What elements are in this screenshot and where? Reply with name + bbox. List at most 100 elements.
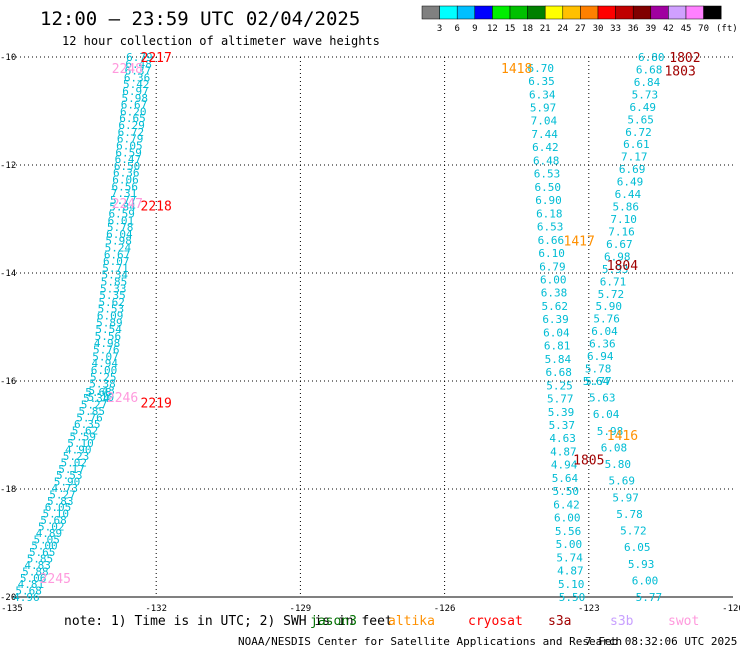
legend-cryosat: cryosat	[468, 614, 523, 629]
wave-height-value: 5.98	[597, 425, 624, 438]
wave-height-value: 5.50	[559, 591, 586, 604]
wave-height-value: 5.56	[95, 330, 122, 343]
wave-height-value: 6.04	[106, 228, 133, 241]
wave-height-value: 5.34	[83, 392, 110, 405]
pass-time-label: 2218	[141, 200, 172, 215]
scale-swatch	[509, 5, 528, 20]
pass-time-label: 1417	[564, 235, 595, 250]
wave-height-value: 7.31	[111, 187, 138, 200]
chart-subtitle: 12 hour collection of altimeter wave hei…	[62, 34, 380, 48]
pass-time-label: 2217	[141, 51, 172, 66]
wave-height-value: 5.90	[596, 300, 623, 313]
x-tick-label: -135	[1, 604, 23, 614]
wave-height-value: 6.79	[539, 260, 566, 273]
wave-height-value: 6.44	[615, 188, 642, 201]
wave-height-value: 5.86	[613, 201, 640, 214]
scale-label: 45	[681, 24, 692, 34]
wave-height-value: 6.61	[623, 138, 650, 151]
wave-height-value: 4.73	[51, 482, 78, 495]
wave-height-value: 5.53	[98, 303, 125, 316]
wave-height-value: 5.98	[105, 235, 132, 248]
wave-height-value: 6.35	[528, 75, 555, 88]
wave-height-value: 6.48	[125, 58, 152, 71]
wave-height-value: 5.23	[63, 450, 90, 463]
wave-height-value: 5.56	[555, 525, 582, 538]
y-tick-label: -14	[0, 269, 16, 279]
wave-height-value: 6.06	[112, 173, 139, 186]
scale-swatch	[562, 5, 581, 20]
legend-jason3: jason3	[310, 614, 357, 629]
wave-height-value: 5.07	[92, 350, 119, 363]
wave-height-value: 6.29	[118, 119, 145, 132]
wave-height-value: 6.68	[636, 63, 663, 76]
wave-height-value: 4.96	[13, 591, 40, 604]
wave-height-value: 5.77	[636, 591, 663, 604]
wave-height-value: 5.76	[93, 344, 120, 357]
wave-height-value: 5.76	[76, 411, 103, 424]
wave-height-value: 6.84	[634, 76, 661, 89]
pass-time-label: 2248	[112, 62, 143, 77]
wave-height-value: 6.59	[108, 207, 135, 220]
footer-note: note: 1) Time is in UTC; 2) SWH is in fe…	[64, 614, 393, 629]
x-tick-label: -120	[722, 604, 740, 614]
pass-time-label: 2219	[141, 397, 172, 412]
scale-swatch	[492, 5, 511, 20]
wave-height-value: 5.76	[593, 313, 620, 326]
scale-label: 42	[663, 24, 674, 34]
wave-height-value: 6.50	[114, 160, 141, 173]
scale-swatch	[615, 5, 634, 20]
wave-height-value: 6.00	[554, 512, 581, 525]
wave-height-value: 4.94	[92, 357, 119, 370]
wave-height-value: 5.25	[546, 379, 573, 392]
wave-height-value: 6.07	[103, 255, 130, 268]
wave-height-value: 5.42	[123, 78, 150, 91]
wave-height-value: 6.49	[630, 101, 657, 114]
wave-height-value: 5.97	[530, 101, 557, 114]
wave-height-value: 6.66	[538, 234, 565, 247]
wave-height-value: 5.93	[602, 263, 629, 276]
wave-height-value: 6.98	[604, 250, 631, 263]
x-tick-label: -123	[578, 604, 600, 614]
wave-height-value: 5.00	[31, 540, 58, 553]
wave-height-value: 5.69	[608, 475, 635, 488]
legend-altika: altika	[388, 614, 435, 629]
wave-height-value: 6.00	[540, 273, 567, 286]
wave-height-value: 6.65	[119, 112, 146, 125]
wave-height-value: 6.67	[606, 238, 633, 251]
wave-height-value: 6.79	[126, 51, 153, 64]
wave-height-value: 6.00	[91, 364, 118, 377]
wave-height-value: 5.10	[558, 578, 585, 591]
wave-height-value: 5.93	[628, 558, 655, 571]
pass-time-label: 1418	[501, 62, 532, 77]
wave-height-value: 6.81	[544, 340, 571, 353]
pass-time-label: 2247	[112, 197, 143, 212]
y-tick-label: -10	[0, 53, 16, 63]
wave-height-value: 4.63	[549, 432, 576, 445]
wave-height-value: 5.35	[99, 289, 126, 302]
wave-height-value: 4.83	[24, 559, 51, 572]
wave-height-value: 5.65	[29, 546, 56, 559]
wave-height-value: 5.83	[47, 495, 74, 508]
wave-height-value: 6.08	[601, 441, 628, 454]
wave-height-value: 5.10	[42, 508, 69, 521]
scale-swatch	[650, 5, 669, 20]
wave-height-value: 5.78	[107, 221, 134, 234]
wave-height-value: 5.64	[552, 472, 579, 485]
wave-height-value: 5.63	[589, 392, 616, 405]
wave-height-value: 6.97	[122, 85, 149, 98]
wave-height-value: 5.85	[27, 553, 54, 566]
wave-height-value: 5.64	[583, 375, 610, 388]
wave-height-value: 5.72	[620, 525, 647, 538]
pass-time-label: 2245	[40, 572, 71, 587]
wave-height-value: 6.71	[600, 275, 627, 288]
scale-swatch	[580, 5, 599, 20]
wave-height-value: 6.01	[108, 214, 135, 227]
wave-height-value: 6.94	[587, 350, 614, 363]
wave-height-value: 6.36	[589, 338, 616, 351]
satellite-legend: jason3 altika cryosat s3a s3b swot	[310, 614, 699, 629]
legend-s3b: s3b	[610, 614, 634, 629]
wave-height-value: 6.36	[124, 71, 151, 84]
wave-height-value: 5.78	[616, 508, 643, 521]
wave-height-value: 6.38	[541, 287, 568, 300]
wave-height-value: 5.06	[20, 572, 47, 585]
